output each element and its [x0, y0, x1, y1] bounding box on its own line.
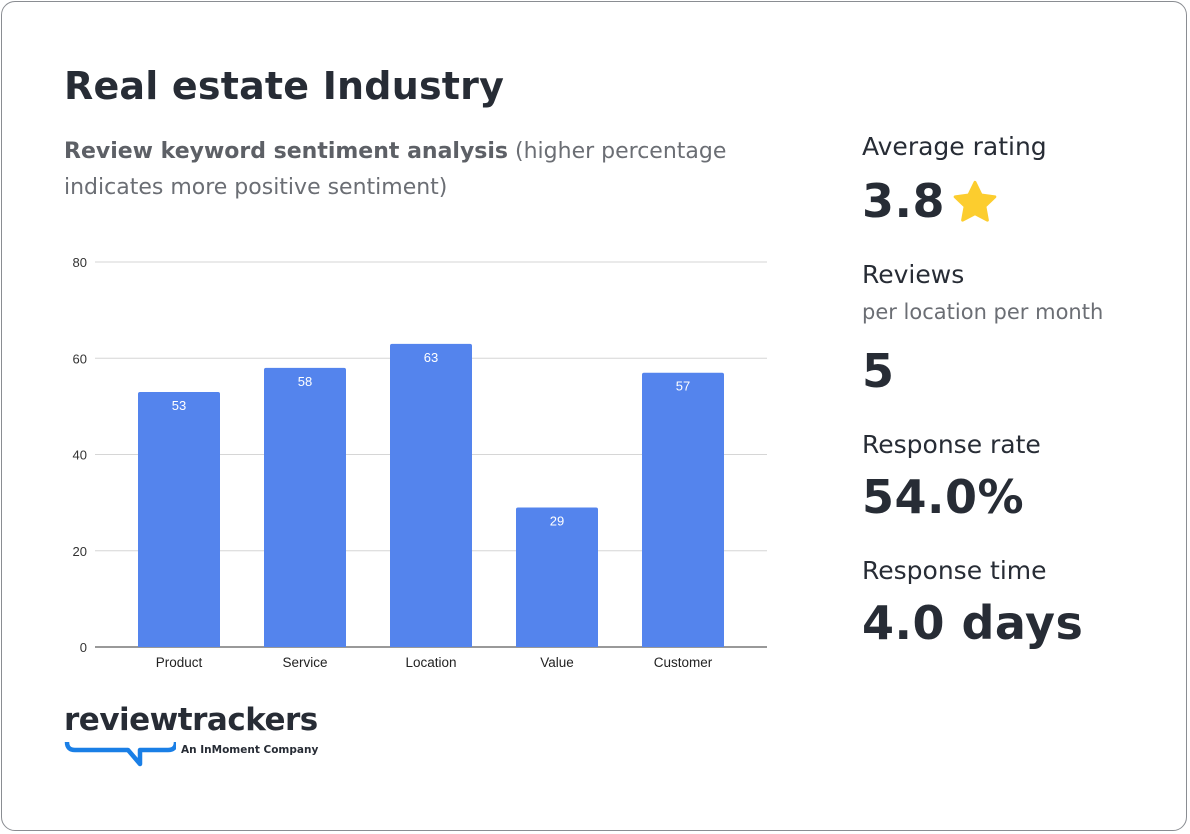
avg-rating-label: Average rating	[862, 132, 1047, 161]
avg-rating-value: 3.8	[862, 174, 945, 228]
bar-location	[390, 343, 472, 647]
subtitle-bold: Review keyword sentiment analysis	[64, 139, 509, 164]
page-title: Real estate Industry	[64, 64, 505, 108]
reviews-label: Reviews	[862, 260, 965, 289]
bar-chart: 0 20 40 60 80 53 Product 58 Service 63 Location 29 V…	[73, 255, 767, 670]
x-tick-label: Value	[540, 655, 574, 670]
data-label: 63	[424, 350, 438, 365]
data-label: 58	[298, 374, 312, 389]
logo-name: reviewtrackers	[64, 702, 318, 738]
speech-bubble-icon	[64, 741, 176, 767]
logo-tagline: An InMoment Company	[181, 744, 319, 756]
response-rate-value: 54.0%	[862, 470, 1025, 524]
data-label: 53	[172, 398, 186, 413]
reviews-value: 5	[862, 344, 895, 398]
subtitle-rest: (higher percentage indicates more positi…	[64, 139, 727, 200]
y-tick-label: 20	[73, 544, 87, 559]
bar-service	[264, 367, 346, 647]
reviewtrackers-logo: reviewtrackers An InMoment Company	[64, 702, 318, 767]
star-icon	[953, 180, 997, 222]
x-tick-label: Customer	[654, 655, 713, 670]
x-tick-label: Service	[282, 655, 327, 670]
y-tick-label: 60	[73, 351, 87, 366]
y-tick-label: 80	[73, 255, 87, 270]
y-tick-label: 0	[80, 640, 87, 655]
x-tick-label: Product	[156, 655, 203, 670]
chart-subtitle: Review keyword sentiment analysis (highe…	[64, 134, 764, 206]
response-time-value: 4.0 days	[862, 596, 1084, 650]
data-label: 29	[550, 513, 564, 528]
data-label: 57	[676, 379, 690, 394]
y-tick-label: 40	[73, 448, 87, 463]
bar-value	[516, 507, 598, 647]
bar-product	[138, 391, 220, 647]
reviews-sub: per location per month	[862, 300, 1104, 324]
bar-customer	[642, 372, 724, 647]
x-tick-label: Location	[405, 655, 456, 670]
response-time-label: Response time	[862, 556, 1047, 585]
response-rate-label: Response rate	[862, 430, 1041, 459]
